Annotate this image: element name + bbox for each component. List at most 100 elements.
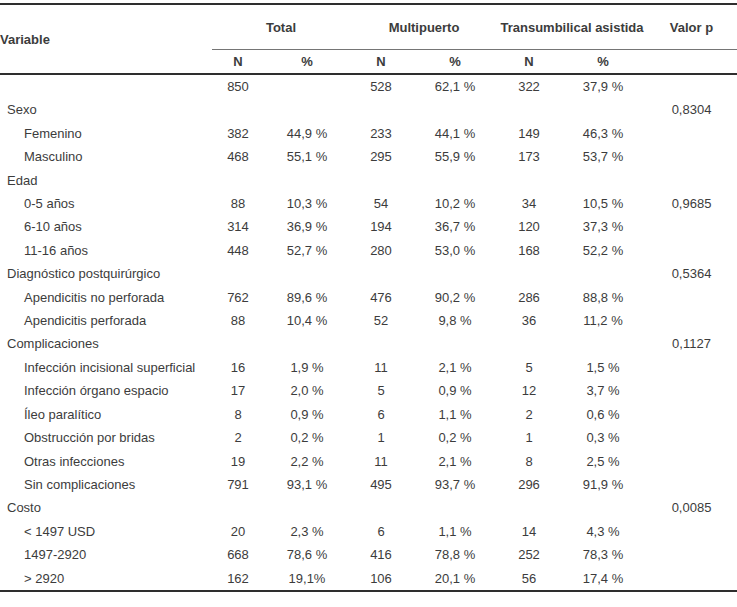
cell-transumbilical-pct [560, 332, 646, 355]
cell-transumbilical-n: 34 [498, 192, 560, 215]
cell-multipuerto-pct: 36,7 % [412, 215, 498, 238]
cell-transumbilical-pct: 37,9 % [560, 74, 646, 98]
cell-total-n: 382 [212, 122, 264, 145]
cell-total-n [212, 98, 264, 121]
cell-total-pct: 44,9 % [264, 122, 350, 145]
cell-total-n: 850 [212, 74, 264, 98]
cell-multipuerto-n: 11 [350, 356, 412, 379]
table-body: 85052862,1 %32237,9 %Sexo0,8304Femenino3… [0, 74, 737, 591]
cell-valor-p: 0,1127 [646, 332, 737, 355]
cell-transumbilical-pct: 91,9 % [560, 473, 646, 496]
cell-transumbilical-n: 14 [498, 520, 560, 543]
row-label: 11-16 años [0, 239, 212, 262]
cell-transumbilical-n: 296 [498, 473, 560, 496]
table-row: 11-16 años44852,7 %28053,0 %16852,2 % [0, 239, 737, 262]
cell-multipuerto-pct: 90,2 % [412, 286, 498, 309]
cell-multipuerto-pct: 55,9 % [412, 145, 498, 168]
cell-total-n: 20 [212, 520, 264, 543]
table-row: > 292016219,1%10620,1 %5617,4 % [0, 567, 737, 591]
cell-total-pct: 0,9 % [264, 403, 350, 426]
cell-transumbilical-pct: 1,5 % [560, 356, 646, 379]
cell-transumbilical-pct: 46,3 % [560, 122, 646, 145]
row-label: Masculino [0, 145, 212, 168]
cell-valor-p [646, 473, 737, 496]
cell-valor-p: 0,0085 [646, 496, 737, 519]
cell-multipuerto-pct: 20,1 % [412, 567, 498, 591]
cell-transumbilical-pct: 52,2 % [560, 239, 646, 262]
cell-valor-p [646, 169, 737, 192]
table-row: Apendicitis perforada8810,4 %529,8 %3611… [0, 309, 737, 332]
column-header-transumbilical-asistida: Transumbilical asistida [498, 4, 646, 50]
cell-total-pct: 1,9 % [264, 356, 350, 379]
row-label: Sexo [0, 98, 212, 121]
cell-transumbilical-pct: 3,7 % [560, 379, 646, 402]
cell-total-n: 2 [212, 426, 264, 449]
cell-multipuerto-n [350, 98, 412, 121]
cell-total-pct: 2,2 % [264, 450, 350, 473]
cell-transumbilical-n: 322 [498, 74, 560, 98]
cell-multipuerto-pct [412, 98, 498, 121]
cell-transumbilical-n: 5 [498, 356, 560, 379]
cell-multipuerto-pct [412, 262, 498, 285]
cell-total-pct [264, 169, 350, 192]
cell-transumbilical-pct [560, 98, 646, 121]
cell-transumbilical-n [498, 332, 560, 355]
cell-total-pct: 52,7 % [264, 239, 350, 262]
cell-total-pct: 2,0 % [264, 379, 350, 402]
header-group-row: Variable Total Multipuerto Transumbilica… [0, 4, 737, 50]
cell-total-pct: 10,4 % [264, 309, 350, 332]
table-row: 6-10 años31436,9 %19436,7 %12037,3 % [0, 215, 737, 238]
cell-transumbilical-n: 120 [498, 215, 560, 238]
cell-valor-p [646, 379, 737, 402]
cell-multipuerto-n: 5 [350, 379, 412, 402]
cell-multipuerto-pct: 44,1 % [412, 122, 498, 145]
cell-transumbilical-pct: 17,4 % [560, 567, 646, 591]
subheader-multipuerto-n: N [350, 50, 412, 75]
cell-total-pct [264, 262, 350, 285]
subheader-total-pct: % [264, 50, 350, 75]
cell-total-n: 791 [212, 473, 264, 496]
row-label: Otras infecciones [0, 450, 212, 473]
row-label: Diagnóstico postquirúrgico [0, 262, 212, 285]
cell-multipuerto-pct: 0,9 % [412, 379, 498, 402]
cell-total-pct: 0,2 % [264, 426, 350, 449]
cell-transumbilical-n: 2 [498, 403, 560, 426]
row-label: Sin complicaciones [0, 473, 212, 496]
cell-total-pct [264, 496, 350, 519]
cell-transumbilical-pct: 0,6 % [560, 403, 646, 426]
cell-total-pct: 36,9 % [264, 215, 350, 238]
cell-transumbilical-pct [560, 496, 646, 519]
cell-valor-p [646, 567, 737, 591]
cell-multipuerto-pct: 1,1 % [412, 520, 498, 543]
table-row: Infección órgano espacio172,0 %50,9 %123… [0, 379, 737, 402]
row-label: Costo [0, 496, 212, 519]
cell-multipuerto-pct [412, 496, 498, 519]
cell-multipuerto-n: 495 [350, 473, 412, 496]
cell-multipuerto-pct: 62,1 % [412, 74, 498, 98]
column-header-valor-p: Valor p [646, 4, 737, 50]
cell-valor-p: 0,5364 [646, 262, 737, 285]
cell-transumbilical-n: 168 [498, 239, 560, 262]
cell-transumbilical-n [498, 262, 560, 285]
row-label: 6-10 años [0, 215, 212, 238]
cell-total-n: 314 [212, 215, 264, 238]
cell-multipuerto-pct: 53,0 % [412, 239, 498, 262]
column-header-variable: Variable [0, 4, 212, 74]
row-label: Edad [0, 169, 212, 192]
cell-multipuerto-pct: 9,8 % [412, 309, 498, 332]
table-row: Costo 0,0085 [0, 496, 737, 519]
cell-multipuerto-n: 6 [350, 403, 412, 426]
cell-multipuerto-n: 233 [350, 122, 412, 145]
table-row: Diagnóstico postquirúrgico 0,5364 [0, 262, 737, 285]
cell-transumbilical-pct: 4,3 % [560, 520, 646, 543]
table-row: Infección incisional superficial161,9 %1… [0, 356, 737, 379]
cell-transumbilical-pct: 11,2 % [560, 309, 646, 332]
cell-valor-p [646, 543, 737, 566]
cell-transumbilical-n: 8 [498, 450, 560, 473]
cell-multipuerto-n: 194 [350, 215, 412, 238]
cell-multipuerto-n: 280 [350, 239, 412, 262]
row-label: Íleo paralítico [0, 403, 212, 426]
cell-valor-p [646, 286, 737, 309]
row-label: Infección órgano espacio [0, 379, 212, 402]
cell-total-n: 19 [212, 450, 264, 473]
